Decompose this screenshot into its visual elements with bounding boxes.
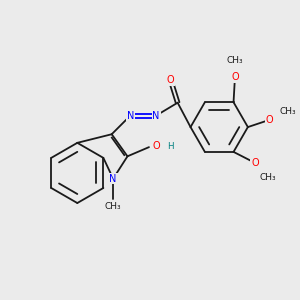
- Text: H: H: [167, 142, 173, 151]
- Text: O: O: [251, 158, 259, 168]
- Text: O: O: [231, 72, 239, 82]
- Text: N: N: [152, 111, 160, 121]
- Text: CH₃: CH₃: [227, 56, 243, 65]
- Text: N: N: [110, 174, 117, 184]
- Text: CH₃: CH₃: [259, 173, 276, 182]
- Text: O: O: [266, 115, 273, 125]
- Text: O: O: [152, 141, 160, 151]
- Text: N: N: [127, 111, 134, 121]
- Text: CH₃: CH₃: [279, 107, 296, 116]
- Text: O: O: [167, 75, 174, 85]
- Text: CH₃: CH₃: [105, 202, 122, 211]
